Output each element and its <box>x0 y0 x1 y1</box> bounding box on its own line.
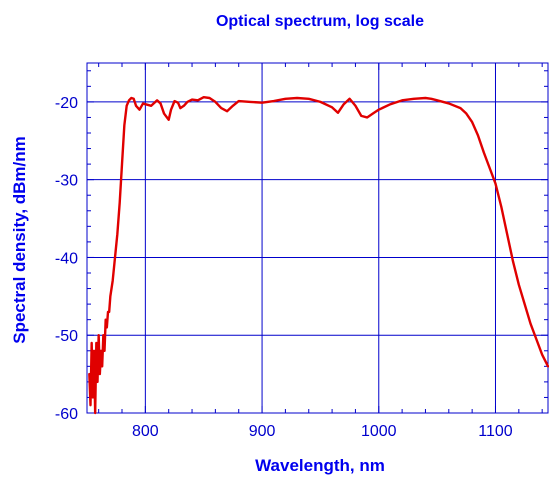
chart-title: Optical spectrum, log scale <box>216 13 424 30</box>
y-tick-label: -50 <box>55 328 78 345</box>
y-tick-label: -20 <box>55 95 78 112</box>
y-tick-label: -60 <box>55 406 78 423</box>
axes <box>86 62 549 414</box>
x-axis-label: Wavelength, nm <box>255 456 385 475</box>
x-tick-label: 1100 <box>478 423 513 440</box>
tick-labels: 800 900 1000 1100 -60 -50 -40 -30 -20 <box>55 95 513 440</box>
plot-frame <box>86 62 549 414</box>
y-tick-label: -30 <box>55 173 78 190</box>
grid-lines <box>87 63 548 414</box>
series-layer <box>88 96 549 415</box>
x-tick-label: 800 <box>132 423 159 440</box>
y-axis-label: Spectral density, dBm/nm <box>10 136 29 344</box>
x-tick-label: 900 <box>249 423 276 440</box>
x-tick-label: 1000 <box>361 423 397 440</box>
spectrum-line <box>88 96 549 415</box>
y-tick-label: -40 <box>55 250 78 267</box>
